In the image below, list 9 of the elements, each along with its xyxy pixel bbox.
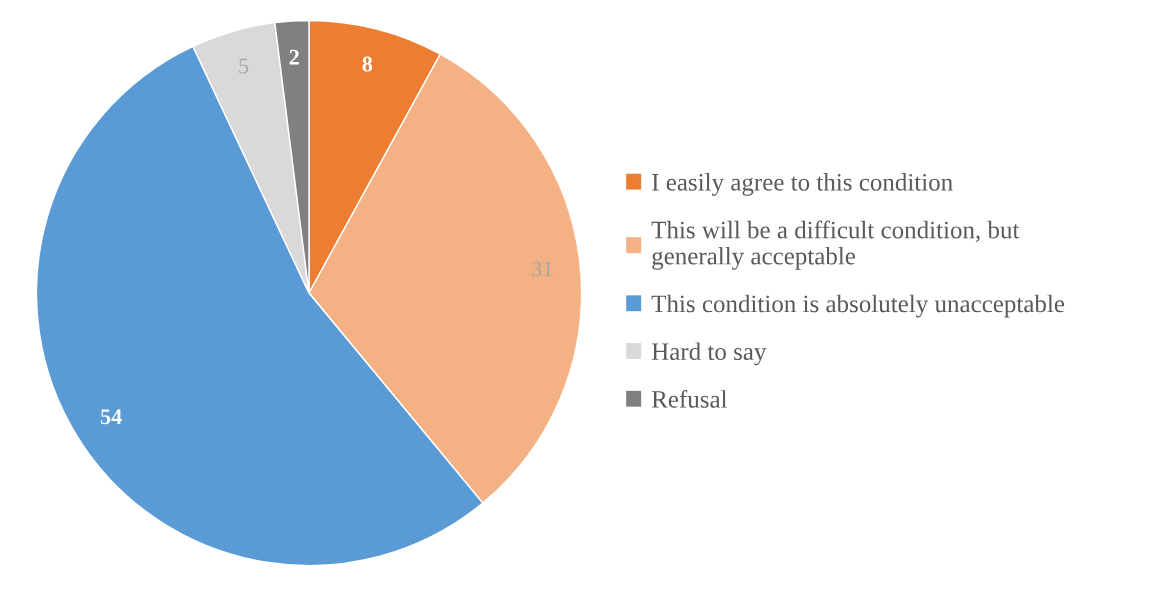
legend-label: Refusal [651, 389, 728, 408]
legend-label: This condition is absolutely unacceptable [651, 294, 1065, 318]
data-label: 31 [532, 261, 553, 277]
legend-label: I easily agree to this condition [652, 173, 953, 196]
legend-label: Hard to say [651, 342, 767, 366]
legend-label: This will be a difficult condition, but generally acceptable [651, 220, 1020, 270]
data-label: 54 [100, 409, 122, 425]
data-label: 8 [362, 56, 373, 72]
data-label: 2 [289, 49, 299, 65]
